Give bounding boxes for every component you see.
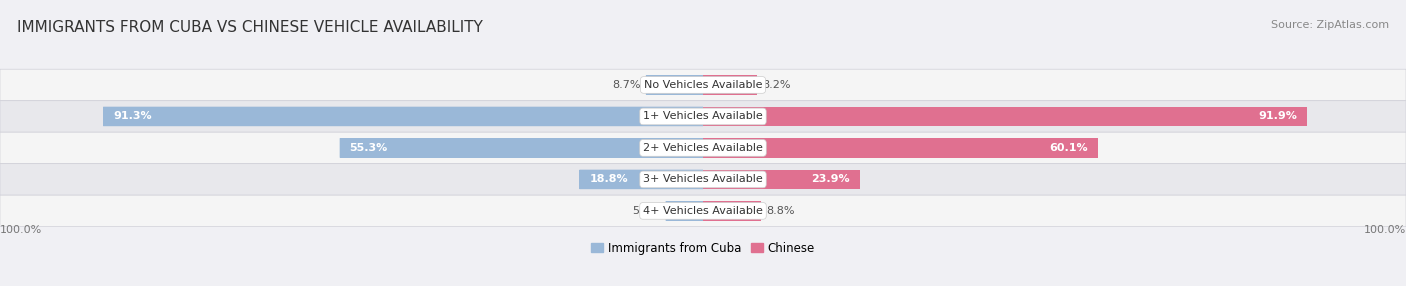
Text: 60.1%: 60.1% xyxy=(1049,143,1088,153)
Text: 55.3%: 55.3% xyxy=(350,143,388,153)
Text: 18.8%: 18.8% xyxy=(589,174,628,184)
Text: 4+ Vehicles Available: 4+ Vehicles Available xyxy=(643,206,763,216)
FancyBboxPatch shape xyxy=(0,164,1406,195)
Bar xyxy=(703,170,860,189)
Bar xyxy=(340,138,703,158)
Bar xyxy=(703,138,1098,158)
FancyBboxPatch shape xyxy=(103,107,703,126)
Text: 3+ Vehicles Available: 3+ Vehicles Available xyxy=(643,174,763,184)
Text: 91.3%: 91.3% xyxy=(112,112,152,122)
FancyBboxPatch shape xyxy=(579,170,703,189)
FancyBboxPatch shape xyxy=(665,201,703,221)
Bar xyxy=(703,75,756,95)
FancyBboxPatch shape xyxy=(340,138,703,158)
FancyBboxPatch shape xyxy=(645,75,703,95)
FancyBboxPatch shape xyxy=(0,101,1406,132)
FancyBboxPatch shape xyxy=(0,132,1406,164)
Legend: Immigrants from Cuba, Chinese: Immigrants from Cuba, Chinese xyxy=(586,237,820,259)
FancyBboxPatch shape xyxy=(0,195,1406,227)
Bar xyxy=(103,107,703,126)
Bar xyxy=(703,201,761,221)
Bar xyxy=(645,75,703,95)
Text: Source: ZipAtlas.com: Source: ZipAtlas.com xyxy=(1271,20,1389,30)
Text: 1+ Vehicles Available: 1+ Vehicles Available xyxy=(643,112,763,122)
Text: 8.2%: 8.2% xyxy=(762,80,790,90)
Text: 23.9%: 23.9% xyxy=(811,174,851,184)
Text: 100.0%: 100.0% xyxy=(0,225,42,235)
Text: 91.9%: 91.9% xyxy=(1258,112,1296,122)
FancyBboxPatch shape xyxy=(0,69,1406,101)
Text: 5.7%: 5.7% xyxy=(631,206,661,216)
Text: IMMIGRANTS FROM CUBA VS CHINESE VEHICLE AVAILABILITY: IMMIGRANTS FROM CUBA VS CHINESE VEHICLE … xyxy=(17,20,482,35)
Text: 2+ Vehicles Available: 2+ Vehicles Available xyxy=(643,143,763,153)
Text: 100.0%: 100.0% xyxy=(1364,225,1406,235)
Bar xyxy=(665,201,703,221)
Bar xyxy=(703,107,1306,126)
Text: No Vehicles Available: No Vehicles Available xyxy=(644,80,762,90)
Text: 8.7%: 8.7% xyxy=(612,80,641,90)
Bar xyxy=(579,170,703,189)
Text: 8.8%: 8.8% xyxy=(766,206,794,216)
